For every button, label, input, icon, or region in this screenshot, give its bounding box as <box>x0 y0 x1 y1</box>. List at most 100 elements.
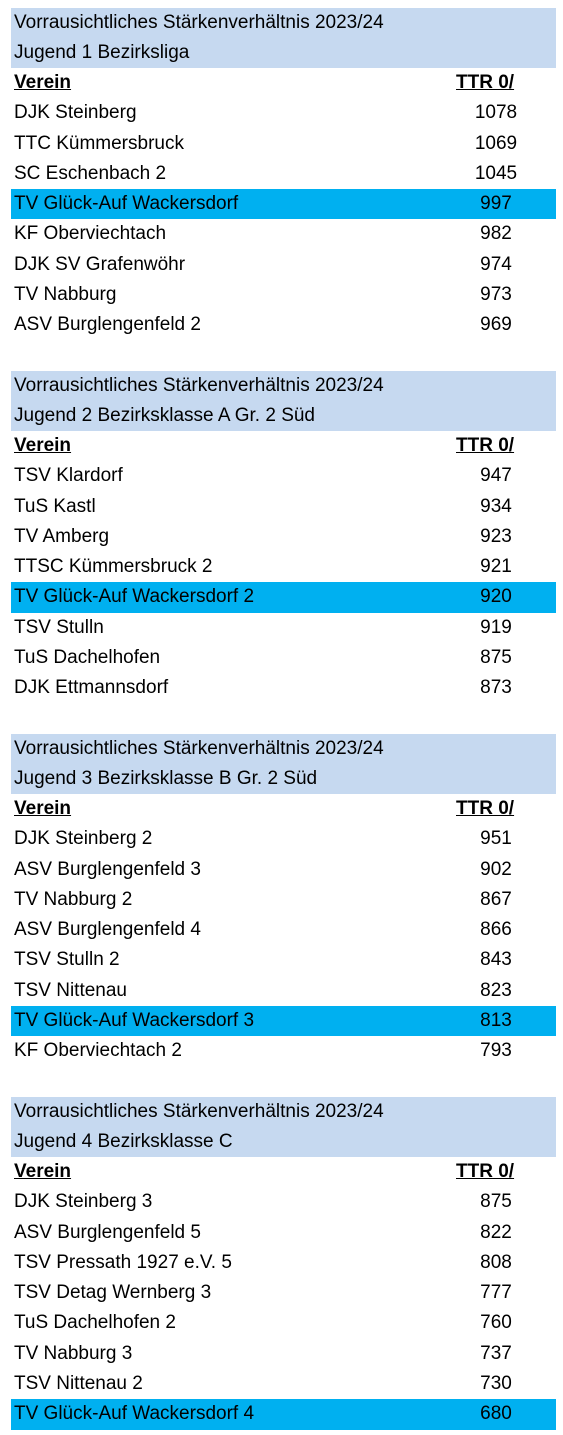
table-row: KF Oberviechtach 2 793 <box>11 1036 556 1066</box>
ttr-value: 951 <box>480 828 512 850</box>
table-row: TSV Stulln 919 <box>11 613 556 643</box>
table-row: ASV Burglengenfeld 2 969 <box>11 310 556 340</box>
table-jugend-4: Vorrausichtliches Stärkenverhältnis 2023… <box>11 1097 556 1430</box>
ttr-value: 813 <box>480 1010 512 1032</box>
team-name: TSV Nittenau <box>14 979 127 1001</box>
table-row: TV Amberg 923 <box>11 522 556 552</box>
ttr-value: 823 <box>480 979 512 1001</box>
ttr-value: 866 <box>480 919 512 941</box>
column-header-ttr: TTR 0/ <box>456 72 515 93</box>
team-name: TV Nabburg <box>14 284 117 306</box>
team-name: TV Amberg <box>14 525 110 547</box>
table-row: TSV Nittenau 2 730 <box>11 1369 556 1399</box>
table-row: SC Eschenbach 2 1045 <box>11 159 556 189</box>
team-name: TSV Klardorf <box>14 465 123 487</box>
ttr-value: 808 <box>480 1251 512 1273</box>
table-row: TSV Stulln 2 843 <box>11 945 556 975</box>
team-name: KF Oberviechtach 2 <box>14 1040 182 1062</box>
ttr-value: 920 <box>480 586 512 608</box>
table-row: DJK Steinberg 1078 <box>11 98 556 128</box>
table-row: TuS Kastl 934 <box>11 492 556 522</box>
table-title: Vorrausichtliches Stärkenverhältnis 2023… <box>14 738 384 759</box>
team-name: TuS Dachelhofen 2 <box>14 1312 176 1334</box>
ttr-value: 873 <box>480 677 512 699</box>
table-row: ASV Burglengenfeld 3 902 <box>11 855 556 885</box>
table-jugend-1: Vorrausichtliches Stärkenverhältnis 2023… <box>11 8 556 341</box>
team-name: DJK Steinberg 3 <box>14 1191 153 1213</box>
team-name: ASV Burglengenfeld 5 <box>14 1221 201 1243</box>
team-name: KF Oberviechtach <box>14 223 167 245</box>
column-header-row: Verein TTR 0/ <box>11 431 556 461</box>
team-name: ASV Burglengenfeld 4 <box>14 919 201 941</box>
table-subtitle: Jugend 1 Bezirksliga <box>14 42 190 63</box>
ttr-value: 947 <box>480 465 512 487</box>
table-row: TuS Dachelhofen 2 760 <box>11 1308 556 1338</box>
ttr-value: 760 <box>480 1312 512 1334</box>
ttr-value: 822 <box>480 1221 512 1243</box>
column-header-row: Verein TTR 0/ <box>11 68 556 98</box>
table-header-band: Vorrausichtliches Stärkenverhältnis 2023… <box>11 371 556 431</box>
team-name: TV Glück-Auf Wackersdorf 2 <box>14 586 255 608</box>
team-name: ASV Burglengenfeld 3 <box>14 858 201 880</box>
team-name: DJK Steinberg <box>14 102 137 124</box>
team-name: TSV Nittenau 2 <box>14 1373 143 1395</box>
team-name: TV Glück-Auf Wackersdorf <box>14 193 239 215</box>
table-title: Vorrausichtliches Stärkenverhältnis 2023… <box>14 1101 384 1122</box>
table-row: ASV Burglengenfeld 5 822 <box>11 1218 556 1248</box>
ttr-value: 793 <box>480 1040 512 1062</box>
table-row: TSV Detag Wernberg 3 777 <box>11 1278 556 1308</box>
table-jugend-3: Vorrausichtliches Stärkenverhältnis 2023… <box>11 734 556 1067</box>
team-name: TuS Dachelhofen <box>14 647 161 669</box>
team-name: TV Nabburg 2 <box>14 888 133 910</box>
ttr-value: 1078 <box>474 102 518 124</box>
table-jugend-2: Vorrausichtliches Stärkenverhältnis 2023… <box>11 371 556 704</box>
table-row: TTC Kümmersbruck 1069 <box>11 129 556 159</box>
team-name: TSV Stulln <box>14 616 104 638</box>
table-row: TTSC Kümmersbruck 2 921 <box>11 552 556 582</box>
ttr-value: 973 <box>480 284 512 306</box>
team-name: TSV Pressath 1927 e.V. 5 <box>14 1251 232 1273</box>
table-row: TSV Pressath 1927 e.V. 5 808 <box>11 1248 556 1278</box>
table-row: DJK Ettmannsdorf 873 <box>11 673 556 703</box>
ttr-value: 982 <box>480 223 512 245</box>
table-row: DJK Steinberg 2 951 <box>11 824 556 854</box>
table-row: KF Oberviechtach 982 <box>11 219 556 249</box>
column-header-row: Verein TTR 0/ <box>11 1157 556 1187</box>
column-header-verein: Verein <box>14 72 72 93</box>
team-name: DJK Ettmannsdorf <box>14 677 169 699</box>
table-header-band: Vorrausichtliches Stärkenverhältnis 2023… <box>11 734 556 794</box>
team-name: TV Glück-Auf Wackersdorf 3 <box>14 1010 255 1032</box>
table-row: TuS Dachelhofen 875 <box>11 643 556 673</box>
team-name: TSV Detag Wernberg 3 <box>14 1282 212 1304</box>
column-header-verein: Verein <box>14 1161 72 1182</box>
table-title: Vorrausichtliches Stärkenverhältnis 2023… <box>14 375 384 396</box>
ttr-value: 1069 <box>474 132 518 154</box>
ttr-value: 969 <box>480 314 512 336</box>
ttr-value: 974 <box>480 253 512 275</box>
ttr-value: 680 <box>480 1403 512 1425</box>
ttr-value: 730 <box>480 1373 512 1395</box>
table-row-highlighted: TV Glück-Auf Wackersdorf 3 813 <box>11 1006 556 1037</box>
table-row: TV Nabburg 3 737 <box>11 1339 556 1369</box>
ttr-value: 777 <box>480 1282 512 1304</box>
table-subtitle: Jugend 2 Bezirksklasse A Gr. 2 Süd <box>14 405 316 426</box>
ttr-value: 875 <box>480 1191 512 1213</box>
team-name: ASV Burglengenfeld 2 <box>14 314 201 336</box>
table-row: DJK Steinberg 3 875 <box>11 1187 556 1217</box>
table-row-highlighted: TV Glück-Auf Wackersdorf 4 680 <box>11 1399 556 1430</box>
table-title: Vorrausichtliches Stärkenverhältnis 2023… <box>14 12 384 33</box>
table-row: DJK SV Grafenwöhr 974 <box>11 250 556 280</box>
team-name: TSV Stulln 2 <box>14 949 120 971</box>
ttr-value: 737 <box>480 1342 512 1364</box>
table-row: ASV Burglengenfeld 4 866 <box>11 915 556 945</box>
table-row: TSV Nittenau 823 <box>11 976 556 1006</box>
team-name: TV Glück-Auf Wackersdorf 4 <box>14 1403 255 1425</box>
ttr-value: 1045 <box>474 162 518 184</box>
team-name: TuS Kastl <box>14 495 96 517</box>
team-name: TTC Kümmersbruck <box>14 132 184 154</box>
table-header-band: Vorrausichtliches Stärkenverhältnis 2023… <box>11 1097 556 1157</box>
ttr-value: 923 <box>480 525 512 547</box>
column-header-ttr: TTR 0/ <box>456 1161 515 1182</box>
table-row-highlighted: TV Glück-Auf Wackersdorf 997 <box>11 189 556 220</box>
